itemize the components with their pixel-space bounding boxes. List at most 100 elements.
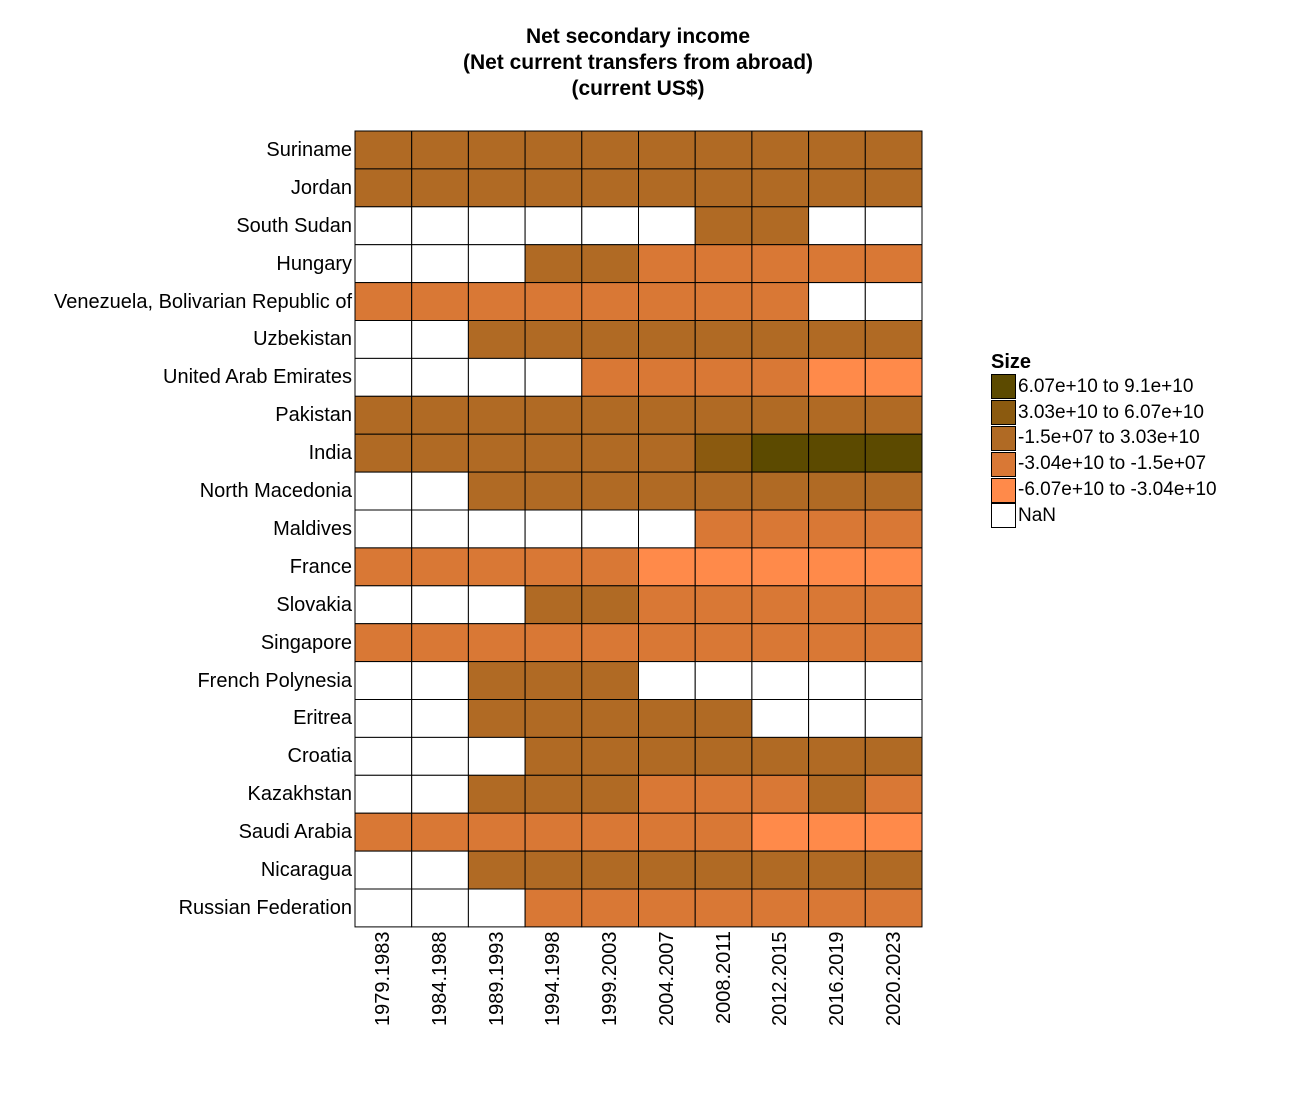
heatmap-cell: [864, 888, 923, 928]
heatmap-cell: [411, 168, 469, 208]
heatmap-cell: [638, 888, 696, 928]
heatmap-cell: [467, 736, 526, 776]
heatmap-cell: [524, 812, 583, 852]
chart-title: Net secondary income (Net current transf…: [338, 24, 938, 102]
heatmap-cell: [524, 244, 583, 284]
heatmap-cell: [354, 320, 413, 359]
row-label: France: [289, 555, 352, 578]
heatmap-cell: [581, 774, 639, 814]
heatmap-cell: [524, 471, 583, 511]
legend-label: 6.07e+10 to 9.1e+10: [1018, 375, 1194, 397]
row-label: Eritrea: [293, 707, 352, 730]
heatmap-cell: [354, 244, 413, 284]
heatmap-cell: [864, 699, 923, 738]
heatmap-cell: [808, 168, 866, 208]
legend-item: 6.07e+10 to 9.1e+10: [991, 374, 1217, 400]
heatmap-cell: [638, 130, 696, 170]
heatmap-cell: [411, 206, 469, 246]
heatmap-cell: [694, 736, 753, 776]
chart-title-line-2: (Net current transfers from abroad): [462, 51, 814, 74]
heatmap-cell: [808, 244, 866, 284]
row-label: Saudi Arabia: [238, 821, 352, 844]
heatmap-cell: [467, 206, 526, 246]
heatmap-cell: [808, 130, 866, 170]
heatmap-cell: [354, 774, 413, 814]
heatmap-cell: [864, 736, 923, 776]
heatmap-cell: [467, 812, 526, 852]
legend: Size 6.07e+10 to 9.1e+10 3.03e+10 to 6.07…: [991, 350, 1217, 529]
heatmap-cell: [581, 168, 639, 208]
heatmap-cell: [524, 395, 583, 435]
heatmap-cell: [467, 320, 526, 359]
heatmap-cell: [638, 395, 696, 435]
heatmap-cell: [751, 888, 810, 928]
heatmap-cell: [524, 774, 583, 814]
row-label: Russian Federation: [178, 896, 352, 919]
heatmap-cell: [581, 130, 639, 170]
legend-swatch: [991, 425, 1016, 451]
legend-swatch: [991, 503, 1016, 529]
heatmap-cell: [638, 357, 696, 397]
heatmap-cell: [638, 547, 696, 587]
heatmap-cell: [467, 471, 526, 511]
heatmap-cell: [524, 623, 583, 663]
legend-item: -6.07e+10 to -3.04e+10: [991, 477, 1217, 503]
heatmap-cell: [354, 888, 413, 928]
heatmap-cell: [808, 812, 866, 852]
heatmap-cell: [751, 736, 810, 776]
heatmap-cell: [581, 888, 639, 928]
heatmap-cell: [694, 433, 753, 473]
heatmap-cell: [524, 699, 583, 738]
heatmap-cell: [694, 661, 753, 700]
heatmap-cell: [751, 812, 810, 852]
column-label: 2004.2007: [655, 931, 678, 1026]
heatmap-cell: [524, 585, 583, 625]
heatmap-cell: [354, 395, 413, 435]
heatmap-cell: [524, 130, 583, 170]
heatmap-cell: [467, 774, 526, 814]
heatmap-cell: [581, 699, 639, 738]
legend-swatch: [991, 451, 1016, 477]
heatmap-cell: [411, 357, 469, 397]
row-label: Uzbekistan: [253, 328, 352, 351]
heatmap-cell: [694, 623, 753, 663]
heatmap-cell: [751, 585, 810, 625]
legend-label: -3.04e+10 to -1.5e+07: [1018, 453, 1207, 475]
heatmap-cell: [864, 320, 923, 359]
heatmap-cell: [751, 244, 810, 284]
heatmap-cell: [808, 509, 866, 549]
legend-swatch: [991, 374, 1016, 400]
heatmap-cell: [694, 357, 753, 397]
heatmap-cell: [354, 623, 413, 663]
heatmap-cell: [524, 357, 583, 397]
heatmap-cell: [864, 509, 923, 549]
legend-item: 3.03e+10 to 6.07e+10: [991, 400, 1217, 426]
heatmap-cell: [808, 736, 866, 776]
heatmap-cell: [694, 168, 753, 208]
heatmap-cell: [467, 357, 526, 397]
heatmap-cell: [411, 282, 469, 322]
heatmap-cell: [411, 736, 469, 776]
heatmap-cell: [808, 320, 866, 359]
heatmap-cell: [751, 320, 810, 359]
heatmap-cell: [467, 888, 526, 928]
heatmap-cell: [808, 850, 866, 890]
heatmap-cell: [354, 850, 413, 890]
heatmap-cell: [864, 812, 923, 852]
heatmap-cell: [467, 585, 526, 625]
heatmap-cell: [864, 661, 923, 700]
heatmap-cell: [864, 471, 923, 511]
row-label: Hungary: [276, 252, 352, 275]
column-label: 1979.1983: [372, 931, 395, 1026]
heatmap-cell: [751, 547, 810, 587]
heatmap-cell: [808, 888, 866, 928]
heatmap-cell: [638, 661, 696, 700]
heatmap-cell: [581, 547, 639, 587]
row-label: Nicaragua: [260, 859, 352, 882]
heatmap-cell: [638, 320, 696, 359]
heatmap-cell: [467, 509, 526, 549]
heatmap-cell: [638, 736, 696, 776]
heatmap-cell: [751, 130, 810, 170]
heatmap-cell: [411, 623, 469, 663]
heatmap-cell: [864, 395, 923, 435]
